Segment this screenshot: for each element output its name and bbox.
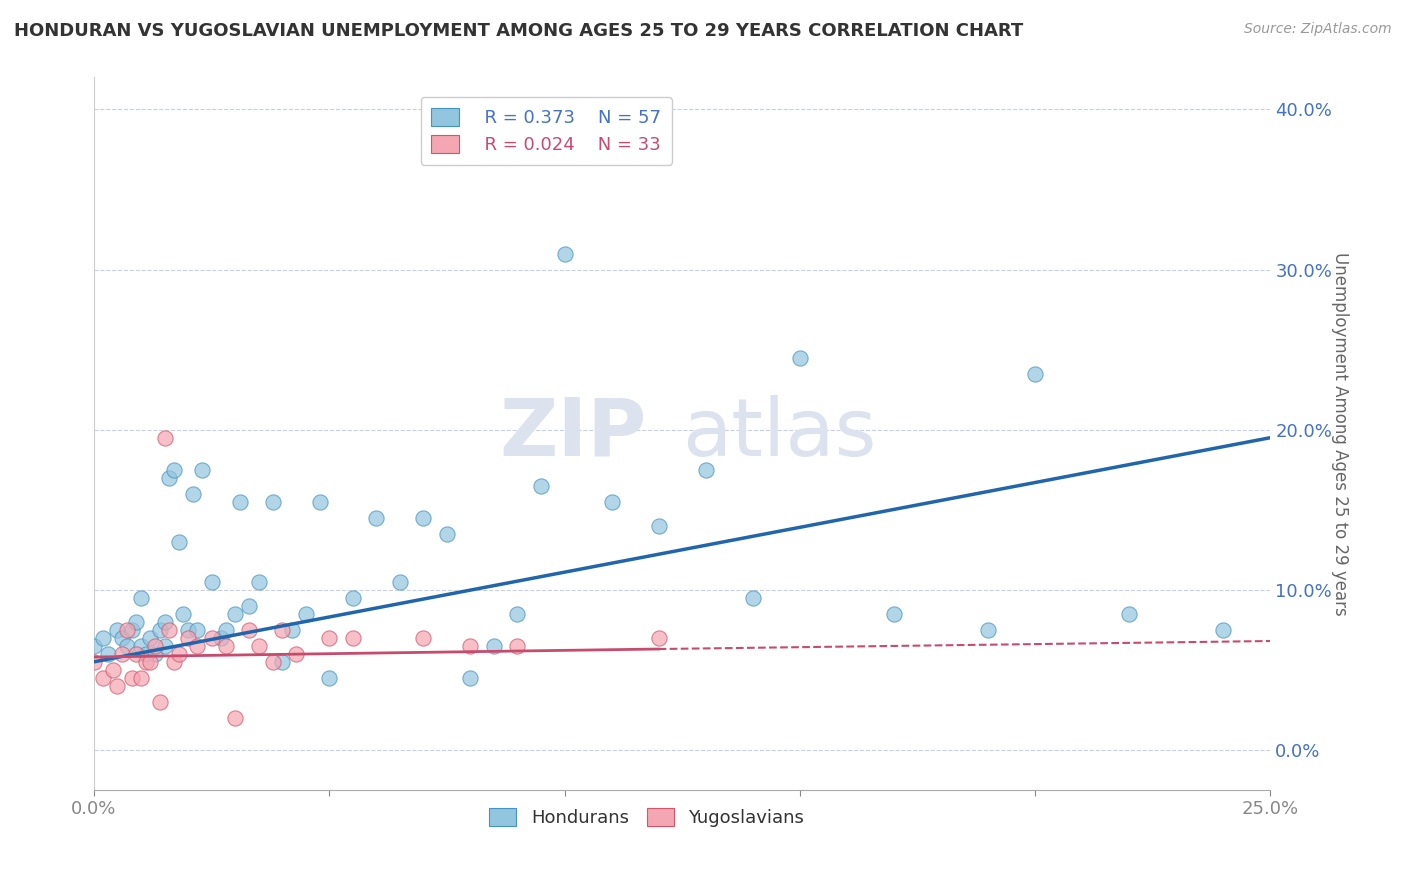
- Point: [157, 471, 180, 485]
- Point: [83, 639, 105, 653]
- Text: atlas: atlas: [682, 394, 876, 473]
- Point: [977, 623, 1000, 637]
- Text: HONDURAN VS YUGOSLAVIAN UNEMPLOYMENT AMONG AGES 25 TO 29 YEARS CORRELATION CHART: HONDURAN VS YUGOSLAVIAN UNEMPLOYMENT AMO…: [14, 22, 1024, 40]
- Point: [460, 671, 482, 685]
- Point: [149, 695, 172, 709]
- Point: [97, 647, 120, 661]
- Point: [215, 623, 238, 637]
- Point: [153, 615, 176, 629]
- Point: [115, 639, 138, 653]
- Point: [129, 591, 152, 605]
- Point: [149, 623, 172, 637]
- Point: [482, 639, 505, 653]
- Point: [262, 655, 284, 669]
- Point: [121, 623, 143, 637]
- Point: [135, 647, 157, 661]
- Point: [101, 663, 124, 677]
- Point: [366, 510, 388, 524]
- Point: [167, 534, 190, 549]
- Point: [506, 607, 529, 621]
- Text: Source: ZipAtlas.com: Source: ZipAtlas.com: [1244, 22, 1392, 37]
- Point: [200, 574, 222, 589]
- Point: [412, 510, 434, 524]
- Point: [167, 647, 190, 661]
- Point: [91, 631, 114, 645]
- Point: [129, 639, 152, 653]
- Point: [318, 671, 340, 685]
- Point: [647, 518, 669, 533]
- Point: [177, 631, 200, 645]
- Point: [318, 631, 340, 645]
- Point: [238, 599, 260, 613]
- Point: [129, 671, 152, 685]
- Point: [271, 623, 294, 637]
- Point: [1118, 607, 1140, 621]
- Point: [191, 463, 214, 477]
- Point: [460, 639, 482, 653]
- Point: [163, 463, 186, 477]
- Point: [153, 431, 176, 445]
- Point: [342, 631, 364, 645]
- Point: [647, 631, 669, 645]
- Point: [1212, 623, 1234, 637]
- Point: [741, 591, 763, 605]
- Point: [224, 711, 246, 725]
- Point: [139, 631, 162, 645]
- Point: [186, 639, 208, 653]
- Point: [200, 631, 222, 645]
- Point: [115, 623, 138, 637]
- Point: [229, 494, 252, 508]
- Point: [177, 623, 200, 637]
- Point: [530, 479, 553, 493]
- Point: [139, 655, 162, 669]
- Point: [280, 623, 302, 637]
- Point: [388, 574, 411, 589]
- Point: [506, 639, 529, 653]
- Point: [125, 647, 148, 661]
- Point: [554, 246, 576, 260]
- Point: [83, 655, 105, 669]
- Point: [186, 623, 208, 637]
- Point: [121, 671, 143, 685]
- Point: [789, 351, 811, 365]
- Point: [412, 631, 434, 645]
- Legend: Hondurans, Yugoslavians: Hondurans, Yugoslavians: [482, 800, 811, 834]
- Point: [883, 607, 905, 621]
- Point: [436, 526, 458, 541]
- Point: [111, 631, 134, 645]
- Point: [135, 655, 157, 669]
- Point: [238, 623, 260, 637]
- Point: [107, 679, 129, 693]
- Point: [262, 494, 284, 508]
- Point: [308, 494, 330, 508]
- Point: [247, 574, 270, 589]
- Point: [181, 486, 204, 500]
- Point: [294, 607, 316, 621]
- Point: [247, 639, 270, 653]
- Point: [143, 639, 166, 653]
- Point: [107, 623, 129, 637]
- Point: [172, 607, 194, 621]
- Point: [153, 639, 176, 653]
- Point: [600, 494, 623, 508]
- Point: [342, 591, 364, 605]
- Point: [125, 615, 148, 629]
- Point: [285, 647, 308, 661]
- Point: [695, 463, 717, 477]
- Text: ZIP: ZIP: [499, 394, 647, 473]
- Point: [271, 655, 294, 669]
- Point: [143, 647, 166, 661]
- Point: [1024, 367, 1046, 381]
- Point: [91, 671, 114, 685]
- Point: [163, 655, 186, 669]
- Point: [224, 607, 246, 621]
- Point: [111, 647, 134, 661]
- Point: [209, 631, 232, 645]
- Point: [215, 639, 238, 653]
- Y-axis label: Unemployment Among Ages 25 to 29 years: Unemployment Among Ages 25 to 29 years: [1331, 252, 1348, 615]
- Point: [157, 623, 180, 637]
